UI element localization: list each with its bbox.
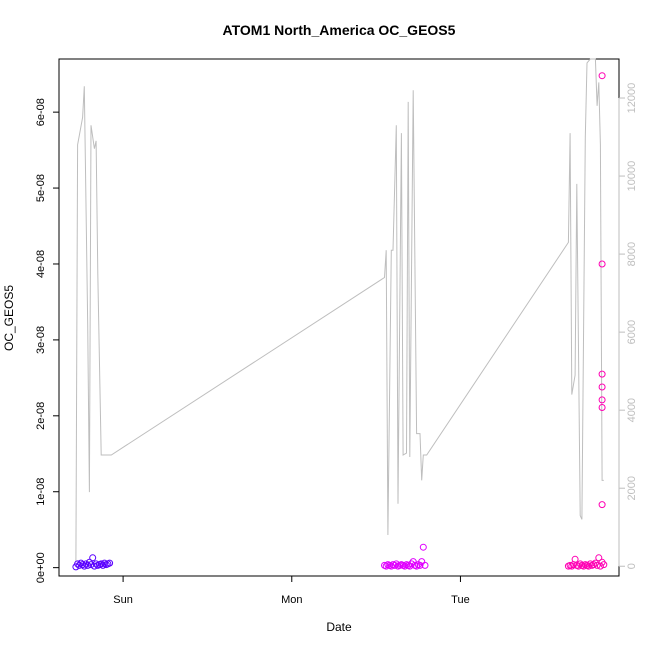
bottom-tick-label: Tue [451, 594, 470, 606]
data-point [391, 561, 399, 569]
right-tick-label: 0 [626, 563, 638, 569]
data-point [593, 561, 601, 569]
data-point [585, 562, 593, 570]
data-point [409, 558, 417, 566]
right-tick-label: 10000 [626, 161, 638, 192]
data-point [596, 562, 604, 570]
data-point [598, 501, 606, 509]
plot-frame [58, 58, 620, 577]
data-point [92, 560, 100, 568]
data-point [80, 562, 88, 570]
data-point [101, 559, 108, 567]
data-point [74, 560, 82, 568]
data-point [97, 560, 105, 568]
left-tick-label: 0e+00 [35, 552, 47, 583]
data-point [568, 562, 576, 570]
data-point [586, 560, 594, 568]
right-tick-label: 6000 [626, 320, 638, 344]
data-point [598, 396, 606, 404]
data-point [90, 562, 98, 570]
y-axis-label: OC_GEOS5 [2, 285, 16, 351]
data-point [598, 370, 606, 378]
altitude-line-group [75, 58, 604, 563]
points-group [72, 72, 608, 571]
data-point [106, 559, 114, 567]
data-point [571, 555, 579, 563]
data-point [421, 561, 429, 569]
data-point [419, 543, 427, 551]
data-point [590, 561, 598, 569]
data-point [416, 561, 424, 569]
data-point [580, 562, 588, 570]
data-point [598, 72, 606, 80]
bottom-tick-label: Mon [281, 594, 302, 606]
right-tick-label: 4000 [626, 398, 638, 422]
data-point [598, 260, 606, 268]
data-point [392, 560, 400, 568]
data-point [87, 561, 95, 569]
data-point [79, 561, 87, 569]
data-point [406, 562, 414, 570]
left-tick-label: 2e-08 [35, 402, 47, 430]
right-tick-label: 12000 [626, 83, 638, 114]
data-point [600, 561, 608, 569]
left-tick-label: 6e-08 [35, 98, 47, 126]
right-tick-label: 8000 [626, 242, 638, 266]
right-tick-label: 2000 [626, 476, 638, 500]
left-axis: 0e+00 1e-08 2e-08 3e-08 4e-08 5e-08 6e-08 [35, 98, 60, 583]
data-point [595, 554, 603, 562]
bottom-axis: Sun Mon Tue [113, 575, 470, 606]
data-point [382, 562, 390, 570]
left-tick-label: 3e-08 [35, 326, 47, 354]
data-point [575, 562, 582, 570]
left-tick-label: 5e-08 [35, 174, 47, 202]
data-point [82, 560, 90, 568]
bottom-tick-label: Sun [113, 594, 133, 606]
left-tick-label: 1e-08 [35, 478, 47, 506]
data-point [598, 404, 606, 411]
data-point [89, 554, 97, 562]
data-point [598, 383, 606, 391]
data-point [413, 562, 421, 570]
right-axis: 0 2000 4000 6000 8000 10000 12000 [618, 83, 638, 569]
x-axis-label: Date [326, 620, 352, 634]
chart-title: ATOM1 North_America OC_GEOS5 [223, 22, 456, 38]
data-point [401, 562, 409, 570]
altitude-line [75, 58, 604, 563]
left-tick-label: 4e-08 [35, 250, 47, 278]
